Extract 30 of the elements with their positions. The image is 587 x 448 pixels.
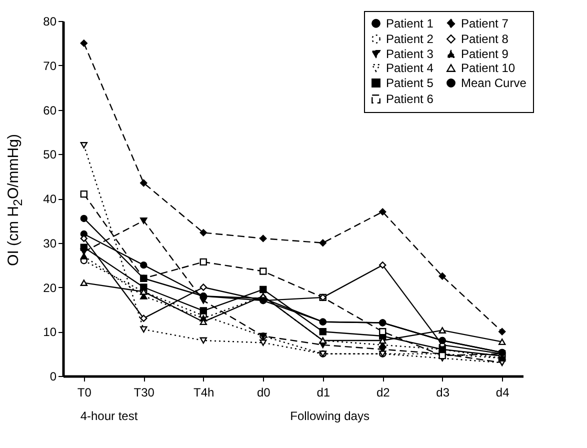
y-tick-label: 50 — [43, 148, 57, 162]
x-tick-label: T30 — [134, 386, 155, 400]
text: Following days — [290, 409, 370, 423]
x-tick-label: T0 — [77, 386, 92, 400]
y-tick-label: 20 — [43, 280, 57, 295]
legend-label: Patient 5 — [386, 76, 434, 90]
legend-label: Patient 3 — [386, 47, 434, 61]
legend-label: Patient 2 — [386, 32, 434, 46]
x-tick-label: d1 — [316, 386, 330, 400]
y-tick-label: 60 — [43, 103, 57, 118]
legend-label: Patient 8 — [461, 32, 509, 46]
x-tick-label: d0 — [256, 386, 271, 400]
legend-label: Patient 6 — [386, 92, 434, 106]
x-tick-label: d4 — [496, 386, 510, 400]
legend-label: Mean Curve — [461, 76, 527, 90]
legend-label: Patient 9 — [461, 47, 509, 61]
legend-label: Patient 7 — [461, 16, 509, 30]
y-tick-label: 80 — [43, 14, 57, 28]
x-tick-label: d3 — [436, 386, 450, 400]
x-tick-label: d2 — [376, 386, 390, 400]
text: 4-hour test — [80, 409, 138, 423]
y-tick-label: 40 — [43, 192, 57, 206]
y-tick-label: 0 — [50, 370, 57, 384]
y-tick-label: 10 — [43, 325, 57, 340]
x-tick-label: T4h — [194, 386, 214, 400]
y-tick-label: 70 — [43, 58, 57, 73]
legend-label: Patient 10 — [461, 61, 516, 75]
legend-label: Patient 1 — [386, 16, 434, 30]
y-tick-label: 30 — [43, 236, 57, 250]
legend-label: Patient 4 — [386, 61, 434, 75]
